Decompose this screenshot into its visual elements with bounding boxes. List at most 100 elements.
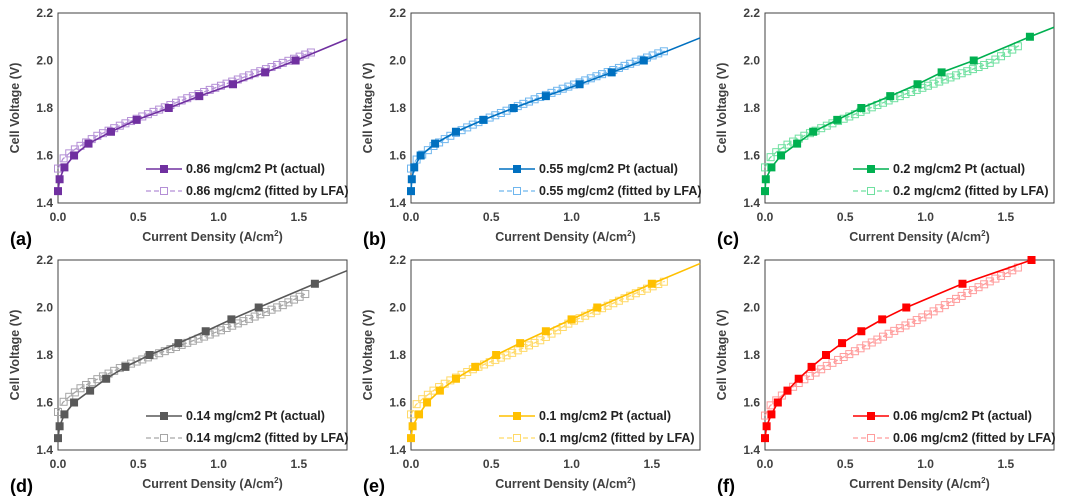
fitted-data-point: [963, 67, 972, 76]
legend-actual-label: 0.55 mg/cm2 Pt (actual): [539, 162, 678, 176]
legend-fitted-label: 0.86 mg/cm2 (fitted by LFA): [186, 184, 349, 198]
actual-data-point: [516, 339, 525, 348]
actual-data-point: [541, 327, 550, 336]
y-tick-label: 1.4: [36, 443, 53, 457]
fitted-data-point: [468, 120, 477, 129]
y-axis-label: Cell Voltage (V): [8, 63, 22, 154]
fitted-data-point: [239, 317, 248, 326]
y-tick-label: 1.4: [743, 196, 760, 210]
actual-data-point: [407, 175, 416, 184]
actual-data-point: [145, 351, 154, 359]
fitted-data-point: [301, 290, 310, 299]
actual-data-point: [937, 68, 946, 77]
actual-data-point: [902, 303, 911, 312]
fitted-data-point: [278, 58, 287, 67]
actual-data-point: [833, 115, 842, 124]
actual-data-point: [1025, 32, 1034, 41]
panel-label: (e): [363, 476, 385, 496]
x-axis-label: Current Density (A/cm2): [849, 476, 990, 491]
fitted-data-point: [968, 65, 977, 74]
actual-data-point: [55, 175, 64, 184]
actual-data-point: [164, 104, 173, 112]
y-tick-label: 1.6: [389, 149, 406, 163]
plot-frame: [57, 259, 348, 451]
panel-label: (b): [363, 229, 386, 249]
fitted-data-point: [626, 291, 635, 300]
panel-label: (d): [10, 476, 33, 496]
actual-data-point: [416, 151, 425, 160]
fitted-data-point: [766, 153, 775, 162]
legend-actual-marker: [513, 165, 521, 173]
y-tick-label: 1.6: [743, 149, 760, 163]
fitted-data-point: [968, 286, 977, 295]
actual-data-point: [509, 104, 518, 112]
fitted-data-point: [65, 392, 74, 401]
x-tick-label: 1.0: [917, 457, 934, 471]
fitted-data-point: [177, 96, 186, 105]
fitted-data-point: [923, 81, 932, 90]
fitted-data-point: [267, 305, 276, 314]
actual-data-point: [639, 56, 648, 65]
fitted-data-point: [985, 277, 994, 286]
fitted-data-point: [997, 271, 1006, 280]
fitted-data-point: [777, 391, 786, 400]
x-tick-label: 0.5: [483, 210, 500, 224]
actual-data-point: [822, 351, 831, 359]
y-tick-label: 1.8: [743, 348, 760, 362]
actual-data-point: [773, 398, 782, 407]
actual-data-point: [431, 139, 440, 148]
fitted-data-point: [278, 301, 287, 310]
actual-data-point: [60, 163, 69, 172]
x-tick-label: 1.0: [563, 457, 580, 471]
y-axis-label: Cell Voltage (V): [361, 310, 375, 401]
fitted-data-point: [957, 291, 966, 300]
y-tick-label: 2.2: [389, 253, 406, 267]
fitted-data-point: [935, 77, 944, 86]
actual-data-point: [607, 68, 616, 77]
actual-data-point: [106, 127, 115, 136]
fitted-series-line: [410, 280, 665, 415]
x-axis-label: Current Density (A/cm2): [495, 476, 636, 491]
fitted-data-point: [1013, 42, 1022, 51]
fitted-data-point: [491, 111, 500, 120]
fitted-data-point: [295, 292, 304, 301]
actual-data-point: [492, 351, 501, 359]
legend-actual-label: 0.14 mg/cm2 Pt (actual): [186, 409, 325, 423]
fitted-data-point: [70, 388, 79, 397]
x-tick-label: 0.0: [403, 457, 420, 471]
x-axis-label: Current Density (A/cm2): [849, 229, 990, 244]
actual-data-point: [761, 175, 770, 184]
x-tick-label: 0.0: [757, 210, 774, 224]
fitted-data-point: [284, 298, 293, 307]
fitted-data-point: [233, 319, 242, 328]
fitted-data-point: [980, 280, 989, 289]
fitted-data-point: [200, 87, 209, 96]
chart-panel-c: 1.4 1.6 1.8 2.0 2.2 0.0 0.5 1.0 1.5 Cell Voltage …: [707, 0, 1069, 250]
y-tick-label: 2.2: [389, 6, 406, 20]
fitted-data-point: [862, 341, 871, 350]
legend-actual-marker: [160, 165, 168, 173]
y-tick-label: 1.8: [36, 101, 53, 115]
actual-data-point: [70, 151, 79, 160]
fitted-data-point: [828, 358, 837, 367]
fitted-data-point: [839, 353, 848, 362]
y-tick-label: 1.6: [36, 149, 53, 163]
actual-data-point: [783, 386, 792, 395]
legend-actual-marker: [160, 412, 168, 420]
chart-panel-f: 1.4 1.6 1.8 2.0 2.2 0.0 0.5 1.0 1.5 Cell Voltage …: [707, 247, 1069, 497]
x-tick-label: 1.0: [563, 210, 580, 224]
fitted-data-point: [901, 90, 910, 99]
y-tick-label: 1.6: [389, 396, 406, 410]
actual-data-point: [762, 422, 771, 431]
y-tick-label: 2.0: [36, 301, 53, 315]
x-tick-label: 0.5: [837, 210, 854, 224]
fitted-data-point: [183, 94, 192, 103]
fitted-data-point: [211, 328, 220, 337]
x-tick-label: 0.5: [130, 457, 147, 471]
legend-fitted-marker: [160, 434, 168, 442]
actual-data-point: [857, 327, 866, 336]
actual-data-point: [541, 92, 550, 101]
y-tick-label: 2.2: [743, 6, 760, 20]
fitted-data-point: [822, 121, 831, 130]
actual-data-point: [174, 339, 183, 348]
